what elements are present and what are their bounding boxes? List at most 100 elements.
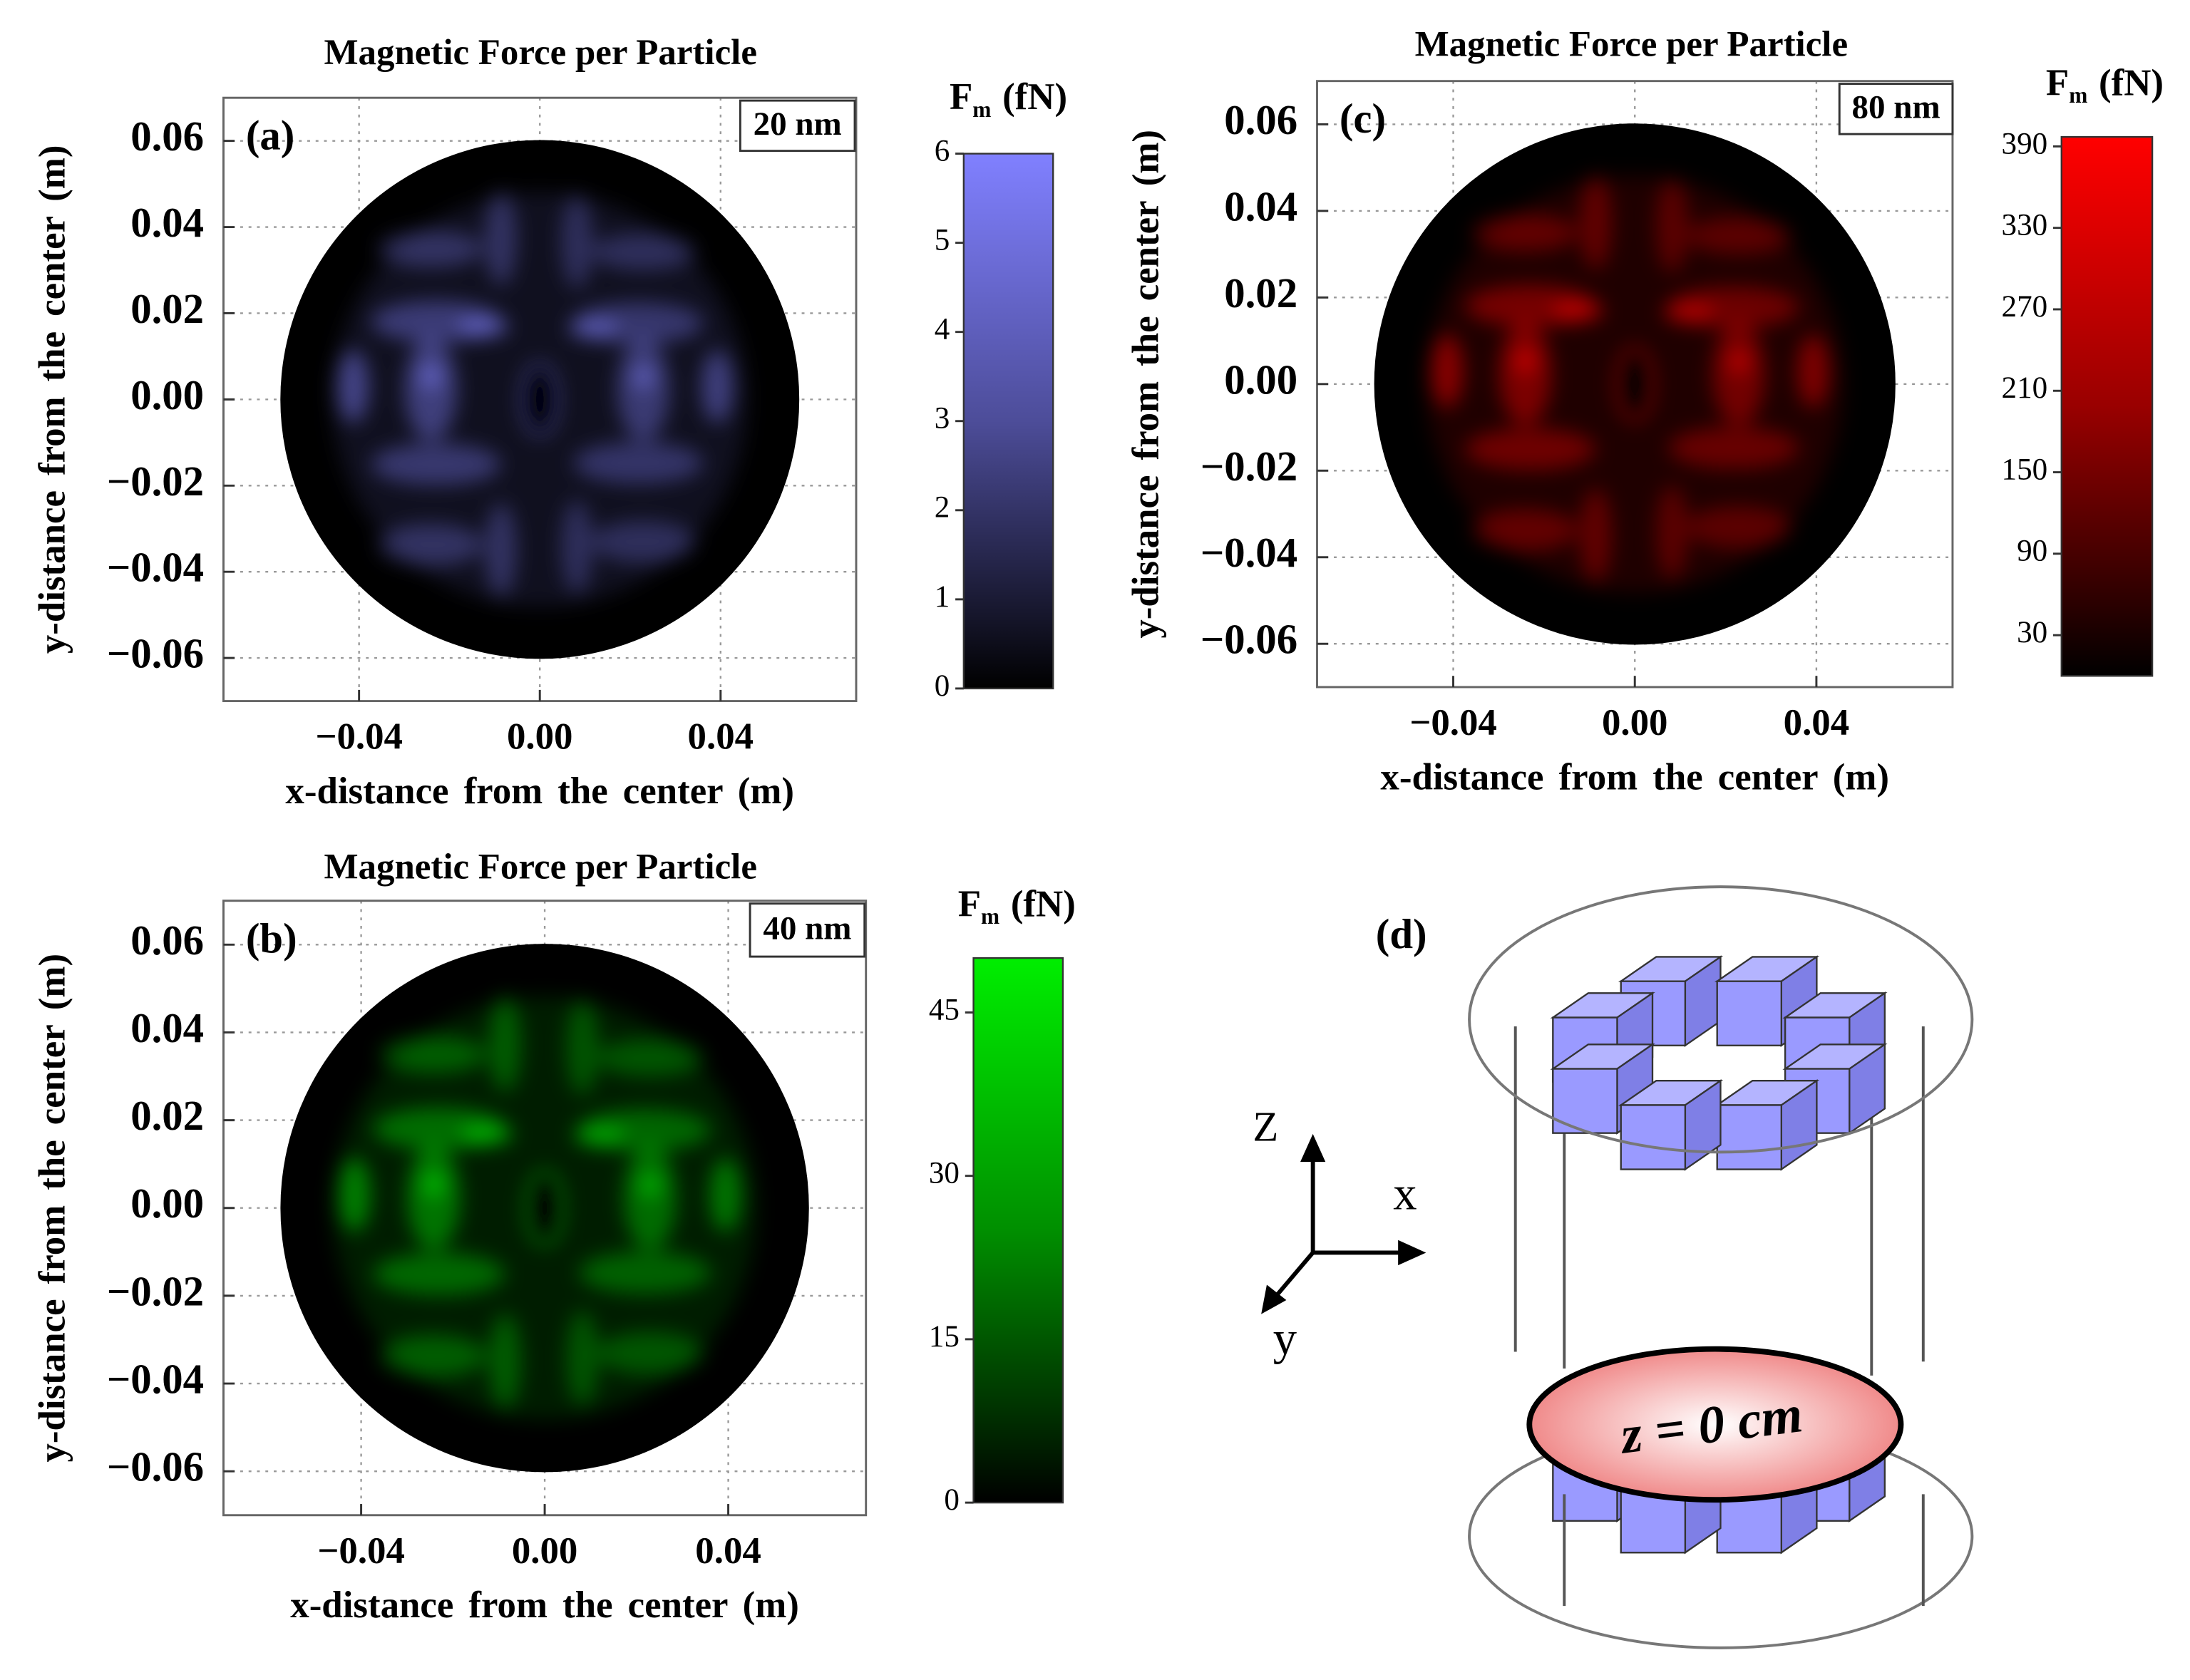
field-blob [1580, 175, 1612, 269]
y-tick-label: 0.02 [1224, 270, 1297, 316]
field-blob [337, 350, 369, 423]
symbol: F [950, 76, 972, 118]
field-blob [566, 999, 599, 1096]
heatmap-panel: Magnetic Force per Particle −0.04 0.00 0.04… [1126, 24, 2164, 798]
field-blob [573, 1125, 627, 1146]
colorbar-shade [2060, 135, 2154, 677]
field-blob [567, 317, 620, 339]
field-blob [561, 195, 592, 289]
colorbar-tick-label: 45 [929, 993, 960, 1026]
field-blob [489, 1314, 521, 1409]
y-tick-label: 0.00 [130, 372, 204, 418]
magnet-front [1620, 1104, 1687, 1170]
y-tick-label: 0.00 [1224, 356, 1297, 403]
plane [1526, 1346, 1904, 1503]
symbol: F [958, 884, 981, 925]
field-blob [1686, 506, 1791, 548]
colorbar-tick-label: 5 [935, 224, 950, 257]
annotation-box [1838, 83, 1954, 135]
annotation: 80 nm [1852, 89, 1940, 126]
y-tick-label: 0.02 [130, 286, 204, 332]
y-tick-label: −0.02 [107, 458, 204, 505]
field-blob [485, 192, 517, 286]
diagram: (d) Z x y z = 0 cm [1253, 885, 1974, 1649]
axis-arrow [1272, 1251, 1315, 1300]
x-axis-label: x-distance from the center (m) [285, 771, 794, 812]
x-tick-label: −0.04 [315, 716, 403, 758]
field-blob [1580, 488, 1612, 582]
field-blob [1668, 427, 1799, 469]
field-glow [1426, 175, 1844, 593]
field-blob [579, 1251, 711, 1294]
x-tick-label: −0.04 [1409, 702, 1497, 743]
axis-name: x [1393, 1168, 1417, 1220]
field-blob [709, 1158, 741, 1232]
panel-label: (a) [246, 112, 295, 158]
symbol: F [2046, 63, 2069, 104]
y-tick-label: −0.06 [1201, 617, 1297, 663]
magnet [1714, 1078, 1820, 1171]
arrow-head [1261, 1284, 1287, 1314]
field-blob [1431, 334, 1463, 408]
field-blob [371, 443, 501, 485]
field-blob [379, 524, 483, 566]
arrow-head [1398, 1240, 1426, 1266]
y-tick-label: −0.06 [107, 1444, 204, 1490]
x-axis-label: x-distance from the center (m) [1380, 756, 1889, 798]
y-tick-label: 0.06 [130, 113, 204, 160]
colorbar-tick-label: 150 [2002, 453, 2048, 486]
x-tick-label: 0.04 [1784, 702, 1850, 743]
y-tick-label: 0.04 [1224, 183, 1297, 230]
y-tick-label: 0.06 [1224, 97, 1297, 143]
colorbar-tick-label: 15 [929, 1320, 960, 1354]
x-tick-label: 0.00 [512, 1530, 578, 1572]
colorbar-tick-label: 210 [2002, 371, 2048, 405]
field-blob [597, 1039, 704, 1076]
field-blob [701, 350, 733, 423]
field-blob [379, 230, 483, 267]
field-blob [632, 364, 654, 390]
cylinder-walls [1513, 1026, 1925, 1607]
field-blob [639, 1171, 661, 1198]
field-blob [485, 503, 517, 597]
x-tick-label: −0.04 [317, 1530, 405, 1572]
annotation-box [739, 99, 856, 153]
field-blob [1656, 178, 1688, 273]
y-tick-label: 0.04 [130, 1005, 204, 1051]
arrow-head [1300, 1133, 1326, 1163]
magnet [1618, 1078, 1724, 1171]
field-blob [1465, 428, 1596, 470]
y-tick-label: 0.00 [130, 1180, 204, 1227]
field-blob [591, 520, 696, 563]
colorbar-tick-label: 0 [935, 669, 950, 703]
panel-label: (b) [246, 915, 297, 962]
colorbar-tick-label: 4 [935, 313, 950, 346]
field-blob [1473, 509, 1578, 551]
subscript: m [2069, 83, 2087, 108]
y-tick-label: −0.06 [107, 631, 204, 677]
x-tick-label: 0.04 [688, 716, 754, 758]
coordinate-axes [1261, 1133, 1426, 1314]
field-blob [1728, 348, 1749, 374]
field-blob [456, 316, 509, 338]
field-blob [597, 1331, 704, 1374]
field-blob [1473, 215, 1578, 252]
y-axis-label: y-distance from the center (m) [32, 145, 73, 654]
heatmap-panel: Magnetic Force per Particle −0.04 0.00 0.04… [32, 847, 1076, 1626]
colorbar-label: Fm (fN) [2046, 63, 2164, 108]
subscript: m [972, 97, 991, 122]
y-tick-label: 0.02 [130, 1093, 204, 1139]
field-hole [1616, 347, 1653, 421]
field-blob [573, 442, 704, 484]
x-axis-label: x-distance from the center (m) [290, 1584, 799, 1626]
x-tick-label: 0.00 [1602, 702, 1668, 743]
panel-label: (d) [1376, 911, 1427, 957]
field-blob [420, 363, 441, 389]
annotation: 20 nm [754, 105, 842, 143]
subscript: m [981, 904, 999, 929]
field-blob [1686, 217, 1791, 254]
field-blob [566, 1310, 599, 1406]
annotation: 40 nm [763, 910, 851, 947]
colorbar-tick-label: 330 [2002, 209, 2048, 242]
x-tick-label: 0.04 [695, 1530, 761, 1572]
